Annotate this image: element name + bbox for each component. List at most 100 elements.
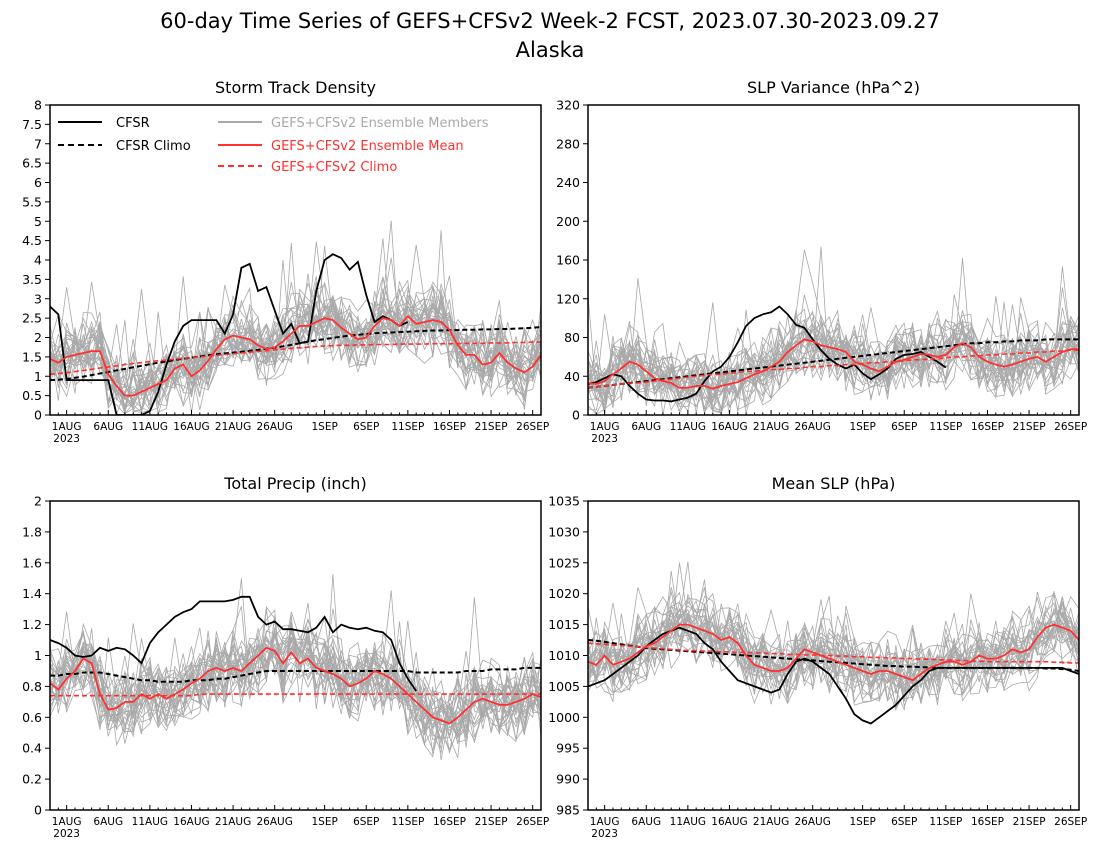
x-tick-label: 16SEP: [971, 816, 1004, 828]
x-tick-label: 26AUG: [257, 421, 293, 433]
series-line-gefs-cfsv2-ensemble-mean: [50, 314, 541, 397]
y-tick-label: 6: [34, 175, 42, 190]
y-tick-label: 2.5: [22, 311, 42, 326]
y-tick-label: 1015: [548, 617, 580, 632]
series-line-cfsr: [588, 305, 947, 403]
y-tick-label: 7.5: [22, 117, 42, 132]
y-tick-label: 1010: [548, 648, 580, 663]
y-tick-label: 1.2: [22, 617, 42, 632]
x-tick-label: 26SEP: [1054, 816, 1087, 828]
x-tick-label: 11AUG: [670, 421, 706, 433]
y-tick-label: 0: [572, 408, 580, 423]
x-tick-label: 6AUG: [631, 421, 661, 433]
x-tick-label: 21SEP: [1013, 816, 1046, 828]
figure-subtitle: Alaska: [516, 38, 585, 62]
ensemble-member-line: [588, 590, 1079, 712]
y-tick-label: 0.5: [22, 388, 42, 403]
x-tick-label: 1SEP: [849, 816, 875, 828]
ensemble-member-line: [588, 591, 1079, 693]
series-line-gefs-cfsv2-climo: [50, 341, 541, 376]
y-tick-label: 0.6: [22, 710, 42, 725]
x-tick-label: 11SEP: [391, 421, 424, 433]
ensemble-member-line: [50, 276, 541, 415]
ensemble-member-line: [588, 600, 1079, 699]
x-year-label: 2023: [53, 433, 80, 445]
y-tick-label: 80: [564, 330, 580, 345]
y-tick-label: 1005: [548, 679, 580, 694]
y-tick-label: 280: [556, 136, 580, 151]
x-tick-label: 26AUG: [257, 816, 293, 828]
y-tick-label: 240: [556, 175, 580, 190]
ensemble-member-line: [50, 635, 541, 730]
series-line-gefs-cfsv2-ensemble-mean: [588, 623, 1079, 682]
y-tick-label: 0.2: [22, 772, 42, 787]
x-tick-label: 16AUG: [173, 421, 209, 433]
y-tick-label: 985: [556, 803, 580, 818]
x-tick-label: 26SEP: [516, 421, 549, 433]
x-tick-label: 16SEP: [971, 421, 1004, 433]
x-tick-label: 26AUG: [795, 421, 831, 433]
x-tick-label: 1SEP: [849, 421, 875, 433]
panel-title: Storm Track Density: [215, 78, 376, 97]
ensemble-member-line: [588, 317, 1079, 415]
x-tick-label: 11AUG: [670, 816, 706, 828]
x-tick-label: 6AUG: [93, 816, 123, 828]
y-tick-label: 1.5: [22, 349, 42, 364]
y-tick-label: 6.5: [22, 156, 42, 171]
x-tick-label: 11SEP: [929, 816, 962, 828]
x-tick-label: 21SEP: [475, 421, 508, 433]
y-tick-label: 1030: [548, 524, 580, 539]
y-tick-label: 3: [34, 291, 42, 306]
x-tick-label: 6AUG: [93, 421, 123, 433]
x-tick-label: 11AUG: [132, 421, 168, 433]
y-tick-label: 5.5: [22, 194, 42, 209]
y-tick-label: 8: [34, 98, 42, 113]
y-tick-label: 3.5: [22, 272, 42, 287]
y-tick-label: 1020: [548, 586, 580, 601]
legend-label-cfsr-climo: CFSR Climo: [116, 139, 191, 154]
x-tick-label: 6AUG: [631, 816, 661, 828]
series-line-gefs-cfsv2-ensemble-mean: [588, 338, 1079, 390]
series-line-cfsr-climo: [50, 666, 541, 683]
x-tick-label: 16AUG: [711, 421, 747, 433]
x-year-label: 2023: [53, 828, 80, 840]
plot-area: [50, 574, 541, 761]
x-tick-label: 6SEP: [891, 816, 917, 828]
y-tick-label: 1.4: [22, 586, 42, 601]
x-tick-label: 21SEP: [1013, 421, 1046, 433]
panel-title: SLP Variance (hPa^2): [747, 78, 920, 97]
y-tick-label: 1.6: [22, 555, 42, 570]
x-tick-label: 11AUG: [132, 816, 168, 828]
ensemble-member-line: [588, 593, 1079, 702]
y-tick-label: 4.5: [22, 233, 42, 248]
ensemble-member-line: [50, 289, 541, 412]
x-tick-label: 1AUG: [590, 816, 620, 828]
series-line-gefs-cfsv2-climo: [50, 693, 541, 697]
series-line-gefs-cfsv2-climo: [588, 642, 1079, 664]
x-tick-label: 21SEP: [475, 816, 508, 828]
plot-area: [588, 246, 1079, 415]
y-tick-label: 2: [34, 494, 42, 509]
panel-title: Mean SLP (hPa): [772, 474, 896, 493]
y-tick-label: 1025: [548, 555, 580, 570]
x-tick-label: 1AUG: [52, 816, 82, 828]
ensemble-member-line: [50, 636, 541, 737]
x-tick-label: 26AUG: [795, 816, 831, 828]
y-tick-label: 0.4: [22, 741, 42, 756]
ensemble-member-line: [588, 309, 1079, 411]
x-year-label: 2023: [591, 433, 618, 445]
series-line-cfsr-climo: [588, 338, 1079, 389]
plot-area: [50, 220, 541, 415]
ensemble-member-line: [588, 591, 1079, 705]
ensemble-member-line: [50, 244, 541, 415]
legend-label-mean: GEFS+CFSv2 Ensemble Mean: [271, 139, 464, 154]
y-tick-label: 1: [34, 648, 42, 663]
y-tick-label: 2: [34, 330, 42, 345]
series-line-cfsr-climo: [50, 326, 541, 382]
y-tick-label: 1: [34, 369, 42, 384]
y-tick-label: 990: [556, 772, 580, 787]
y-tick-label: 4: [34, 253, 42, 268]
y-tick-label: 995: [556, 741, 580, 756]
